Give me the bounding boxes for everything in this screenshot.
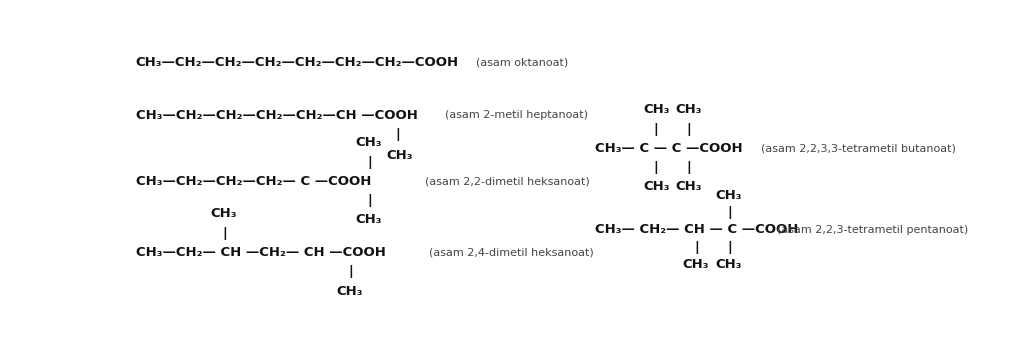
- Text: |: |: [654, 122, 658, 135]
- Text: CH₃: CH₃: [676, 180, 702, 193]
- Text: |: |: [367, 156, 372, 169]
- Text: |: |: [223, 227, 228, 240]
- Text: |: |: [654, 161, 658, 174]
- Text: CH₃—CH₂—CH₂—CH₂—CH₂—CH₂—CH₂—COOH: CH₃—CH₂—CH₂—CH₂—CH₂—CH₂—CH₂—COOH: [136, 56, 459, 69]
- Text: |: |: [349, 265, 354, 278]
- Text: CH₃: CH₃: [644, 103, 669, 116]
- Text: |: |: [728, 206, 732, 219]
- Text: (asam oktanoat): (asam oktanoat): [476, 57, 568, 67]
- Text: CH₃: CH₃: [386, 149, 413, 162]
- Text: |: |: [367, 194, 372, 206]
- Text: CH₃: CH₃: [715, 258, 742, 271]
- Text: |: |: [396, 128, 401, 141]
- Text: CH₃: CH₃: [676, 103, 702, 116]
- Text: CH₃: CH₃: [337, 284, 364, 297]
- Text: CH₃: CH₃: [644, 180, 669, 193]
- Text: CH₃—CH₂—CH₂—CH₂— C —COOH: CH₃—CH₂—CH₂—CH₂— C —COOH: [136, 175, 371, 188]
- Text: CH₃: CH₃: [715, 189, 742, 202]
- Text: CH₃—CH₂— CH —CH₂— CH —COOH: CH₃—CH₂— CH —CH₂— CH —COOH: [136, 246, 385, 259]
- Text: (asam 2,2-dimetil heksanoat): (asam 2,2-dimetil heksanoat): [425, 176, 590, 186]
- Text: |: |: [695, 241, 700, 254]
- Text: (asam 2,2,3-tetrametil pentanoat): (asam 2,2,3-tetrametil pentanoat): [777, 225, 969, 235]
- Text: |: |: [686, 161, 691, 174]
- Text: |: |: [686, 122, 691, 135]
- Text: (asam 2-metil heptanoat): (asam 2-metil heptanoat): [445, 110, 588, 120]
- Text: CH₃: CH₃: [356, 213, 382, 226]
- Text: CH₃—CH₂—CH₂—CH₂—CH₂—CH —COOH: CH₃—CH₂—CH₂—CH₂—CH₂—CH —COOH: [136, 109, 418, 122]
- Text: (asam 2,4-dimetil heksanoat): (asam 2,4-dimetil heksanoat): [429, 247, 594, 258]
- Text: CH₃— CH₂— CH — C —COOH: CH₃— CH₂— CH — C —COOH: [595, 224, 798, 237]
- Text: CH₃— C — C —COOH: CH₃— C — C —COOH: [595, 142, 743, 155]
- Text: CH₃: CH₃: [356, 136, 382, 149]
- Text: CH₃: CH₃: [683, 258, 708, 271]
- Text: CH₃: CH₃: [211, 208, 237, 221]
- Text: |: |: [728, 241, 732, 254]
- Text: (asam 2,2,3,3-tetrametil butanoat): (asam 2,2,3,3-tetrametil butanoat): [761, 143, 957, 153]
